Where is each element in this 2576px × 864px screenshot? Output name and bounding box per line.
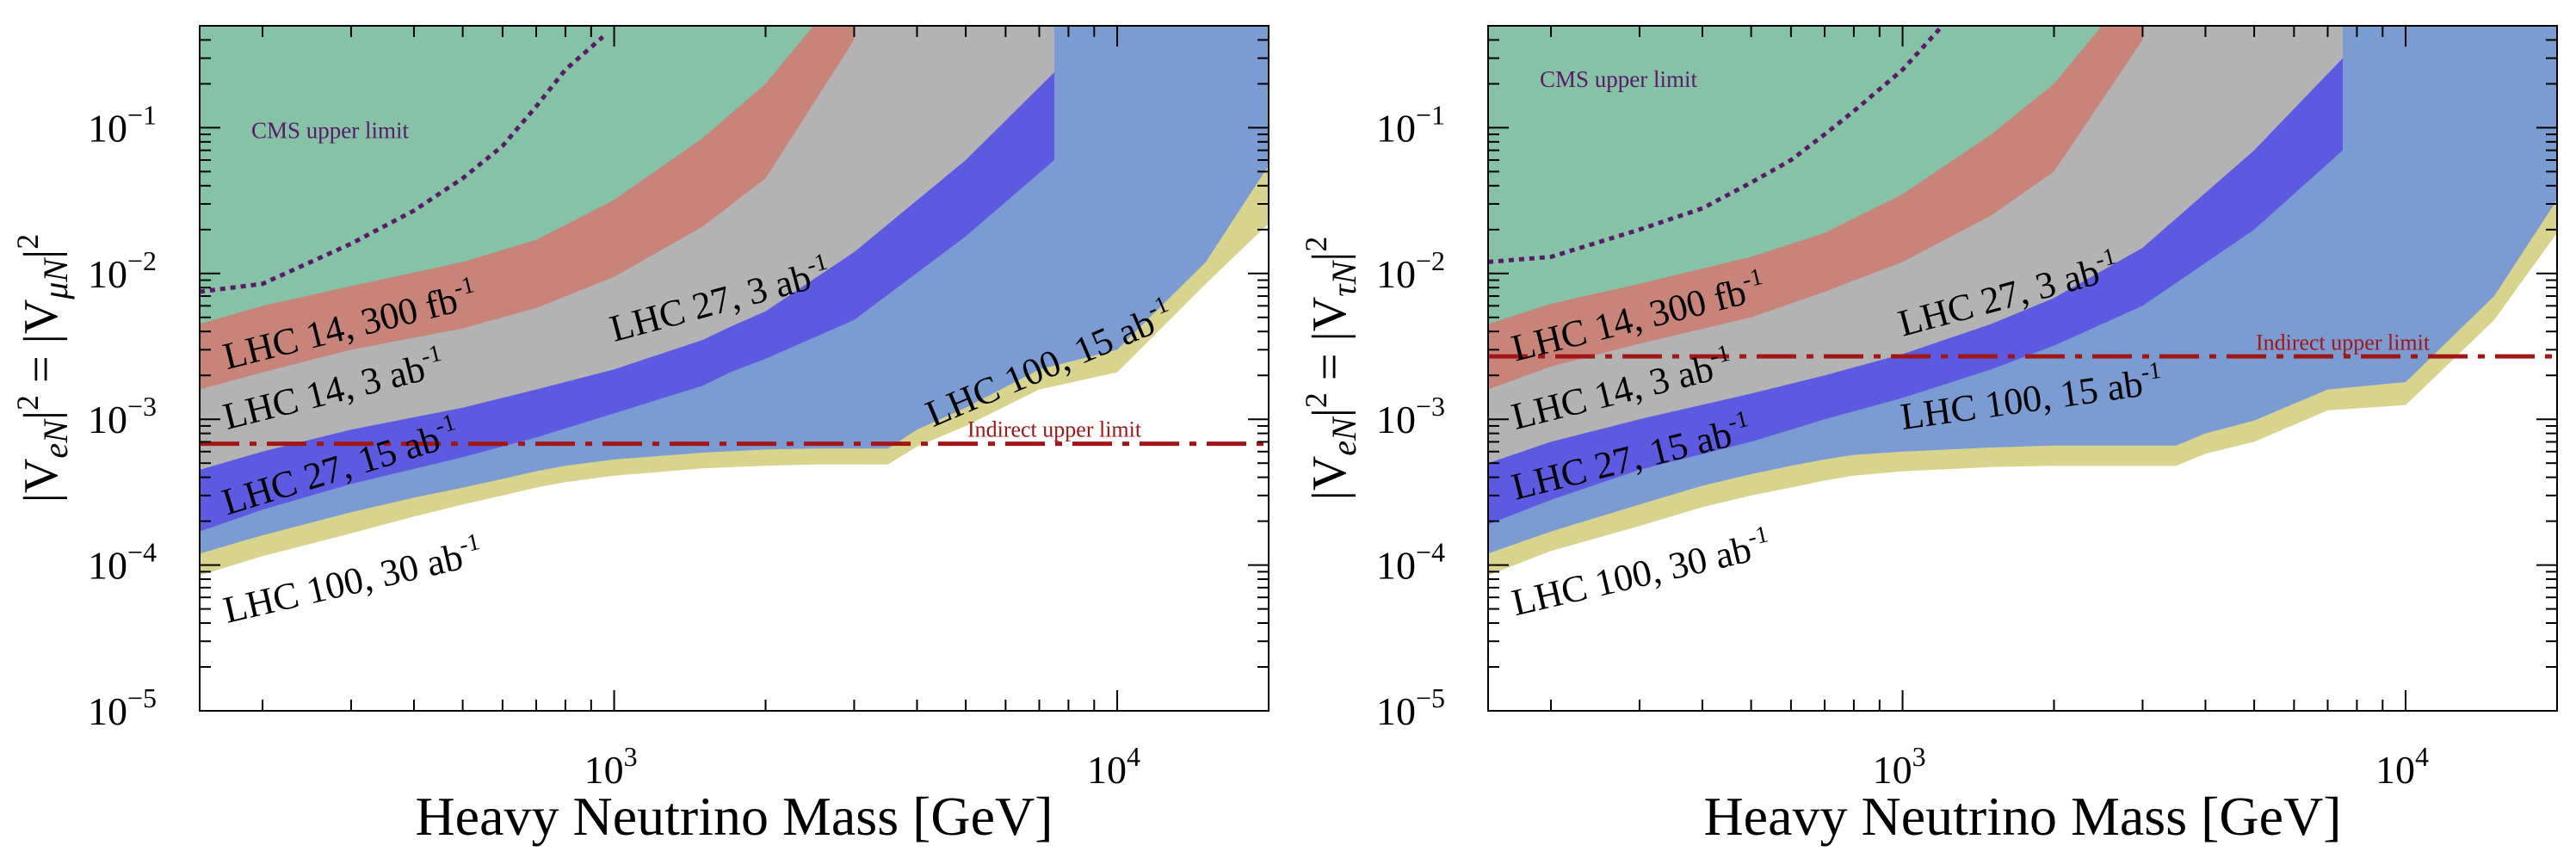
y-title-bar2: | — [1303, 252, 1356, 262]
y-title-pow2: 2 — [1299, 237, 1333, 252]
indirect-limit-label: Indirect upper limit — [2256, 330, 2431, 355]
y-tick-label-base: 10 — [88, 689, 127, 733]
chart-left: CMS upper limit Indirect upper limit LHC 1… — [10, 25, 1269, 847]
y-tick-label-exponent: −3 — [1416, 391, 1445, 422]
y-tick-label: 10−5 — [1376, 682, 1445, 733]
y-tick-label-exponent: −1 — [1416, 99, 1445, 130]
y-tick-label-base: 10 — [88, 398, 127, 441]
y-title-bar1: | — [15, 410, 68, 420]
y-title-sub2: τN — [1325, 260, 1363, 297]
x-tick-label: 103 — [1873, 741, 1926, 792]
y-tick-label-exponent: −2 — [127, 245, 157, 276]
y-tick-label-exponent: −3 — [127, 391, 157, 422]
y-title-bar1: | — [1303, 408, 1356, 417]
y-axis-title: |VeN|2 = |VτN|2 — [1299, 237, 1363, 501]
y-tick-label: 10−4 — [88, 537, 157, 588]
y-title-pow1: 2 — [10, 395, 45, 410]
y-tick-label-base: 10 — [1376, 252, 1416, 296]
y-tick-label-exponent: −5 — [127, 682, 157, 713]
cms-limit-line — [200, 34, 605, 294]
y-tick-label-base: 10 — [1376, 398, 1416, 441]
y-tick-label-exponent: −4 — [1416, 537, 1445, 568]
y-tick-label-base: 10 — [88, 252, 127, 296]
y-ticks — [200, 25, 1269, 712]
x-tick-label: 103 — [584, 741, 638, 792]
cms-limit-label: CMS upper limit — [1540, 66, 1698, 92]
y-tick-label-base: 10 — [1376, 689, 1416, 733]
y-tick-label-exponent: −4 — [127, 537, 157, 568]
plot-area — [1488, 26, 2557, 576]
plot-frame — [199, 25, 1269, 712]
x-tick-label-exponent: 3 — [624, 741, 638, 772]
y-tick-label: 10−4 — [1376, 537, 1445, 588]
x-ticks — [1550, 26, 2558, 711]
band-label-exponent: -1 — [2139, 357, 2162, 386]
x-tick-label-exponent: 3 — [1912, 741, 1926, 772]
indirect-limit-label: Indirect upper limit — [967, 417, 1142, 441]
y-tick-label: 10−3 — [1376, 391, 1445, 441]
x-tick-label-exponent: 4 — [1127, 741, 1140, 772]
x-axis-title: Heavy Neutrino Mass [GeV] — [415, 786, 1053, 847]
band-lhc-14-300-fb-1 — [1488, 26, 2103, 324]
y-tick-label: 10−2 — [1376, 245, 1445, 296]
x-axis-title: Heavy Neutrino Mass [GeV] — [1703, 786, 2341, 847]
x-tick-label: 104 — [1087, 741, 1140, 792]
y-tick-label-base: 10 — [1376, 106, 1416, 150]
y-title-bar2: | — [15, 250, 68, 259]
plot-area — [200, 26, 1269, 576]
x-tick-label-exponent: 4 — [2415, 741, 2429, 772]
x-tick-label: 104 — [2375, 741, 2429, 792]
y-tick-label: 10−2 — [88, 245, 157, 296]
y-tick-label-exponent: −1 — [127, 99, 157, 130]
y-tick-label: 10−3 — [88, 391, 157, 441]
y-title-pow1: 2 — [1299, 392, 1333, 408]
y-title-v1: |V — [1303, 456, 1356, 501]
x-tick-label-base: 10 — [1873, 748, 1912, 792]
y-tick-label-base: 10 — [88, 106, 127, 150]
y-title-sub2: μN — [36, 257, 75, 300]
y-title-pow2: 2 — [10, 234, 45, 250]
y-title-sub1: eN — [36, 418, 75, 459]
y-axis-title: |VeN|2 = |VμN|2 — [10, 234, 75, 503]
plot-frame — [1487, 25, 2558, 712]
y-title-eq: = |V — [15, 299, 68, 395]
y-tick-label: 10−1 — [1376, 99, 1445, 150]
band-lhc-14-300-fb-1 — [200, 26, 814, 324]
y-tick-label: 10−1 — [88, 99, 157, 150]
y-tick-label-base: 10 — [1376, 544, 1416, 588]
y-tick-label-exponent: −5 — [1416, 682, 1445, 713]
x-tick-label-base: 10 — [1087, 748, 1127, 792]
y-tick-label-exponent: −2 — [1416, 245, 1445, 276]
x-tick-label-base: 10 — [584, 748, 624, 792]
chart-right: CMS upper limit Indirect upper limit LHC 1… — [1288, 0, 2576, 864]
cms-limit-label: CMS upper limit — [251, 117, 410, 143]
y-tick-label: 10−5 — [88, 682, 157, 733]
x-tick-label-base: 10 — [2375, 748, 2415, 792]
y-title-eq: = |V — [1303, 297, 1356, 392]
y-tick-label-base: 10 — [88, 544, 127, 588]
cms-limit-line — [1488, 26, 1944, 264]
y-ticks — [1488, 25, 2557, 712]
y-title-v1: |V — [15, 459, 68, 503]
x-ticks — [262, 26, 1269, 711]
y-title-sub1: eN — [1325, 416, 1363, 456]
